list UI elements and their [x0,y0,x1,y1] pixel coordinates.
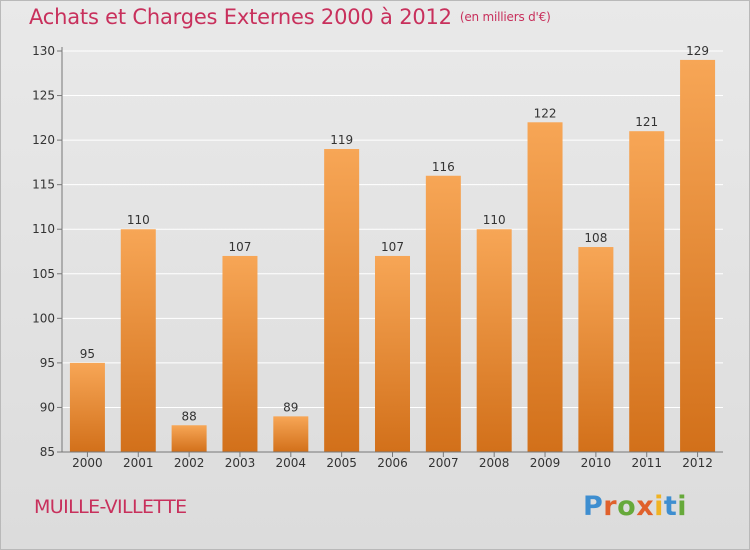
x-tick-label: 2012 [682,456,713,470]
proxiti-logo: Proxiti [583,491,687,522]
x-tick-label: 2001 [123,456,154,470]
bar [527,122,563,453]
x-tick-label: 2010 [581,456,612,470]
bar [476,229,512,452]
y-tick-label: 100 [32,311,55,325]
y-tick-label: 120 [32,133,55,147]
unit-note: (en milliers d'€) [459,10,551,24]
x-tick-label: 2009 [530,456,561,470]
bar-value-label: 110 [127,213,150,227]
y-tick-label: 130 [32,44,55,58]
bar [629,131,665,452]
y-tick-label: 125 [32,89,55,103]
bar [171,425,207,452]
bar-value-label: 88 [181,409,196,423]
x-tick-label: 2011 [631,456,662,470]
logo-letter: r [603,491,618,522]
bar-value-label: 119 [330,133,353,147]
bar-value-label: 95 [80,347,95,361]
x-tick-label: 2008 [479,456,510,470]
bar [425,175,461,452]
bar [578,247,614,452]
commune-name: MUILLE-VILLETTE [34,496,187,518]
bar [222,255,258,452]
bars: 95 110 88 107 89 119 107 116 110 122 108 121 129 [69,44,716,453]
y-tick-label: 110 [32,222,55,236]
bar [120,229,156,452]
x-tick-label: 2004 [276,456,307,470]
bar-value-label: 116 [432,160,455,174]
y-tick-label: 85 [40,445,55,459]
bar-value-label: 107 [229,240,252,254]
x-tick-label: 2002 [174,456,205,470]
bar-value-label: 129 [686,44,709,58]
x-tick-label: 2000 [72,456,103,470]
bar [375,255,410,452]
logo-letter: t [663,491,678,522]
y-tick-label: 95 [40,356,55,370]
x-tick-label: 2006 [377,456,408,470]
logo-letter: i [677,491,688,522]
x-tick-label: 2007 [428,456,459,470]
bar-value-label: 89 [283,400,298,414]
bar-value-label: 108 [584,231,607,245]
logo-letter: i [654,491,664,522]
bar-value-label: 122 [534,106,557,120]
y-tick-label: 105 [32,267,55,281]
bar-value-label: 121 [635,115,658,129]
x-tick-label: 2005 [326,456,357,470]
chart-title: Achats et Charges Externes 2000 à 2012 (e… [29,5,551,29]
axes: 85 90 95 100 105 110 115 120 125 130 2000 2001 2002 2… [32,44,723,470]
bar-value-label: 110 [483,213,506,227]
bar-value-label: 107 [381,240,404,254]
chart-title-text: Achats et Charges Externes 2000 à 2012 [29,5,452,29]
bar [680,59,716,453]
logo-letter: x [636,491,655,522]
y-tick-label: 90 [40,400,55,414]
bar [324,149,360,452]
y-tick-label: 115 [32,178,55,192]
logo-letter: P [583,491,604,522]
x-tick-label: 2003 [225,456,256,470]
bar [69,362,105,452]
logo-letter: o [617,491,637,522]
bar [273,416,309,452]
